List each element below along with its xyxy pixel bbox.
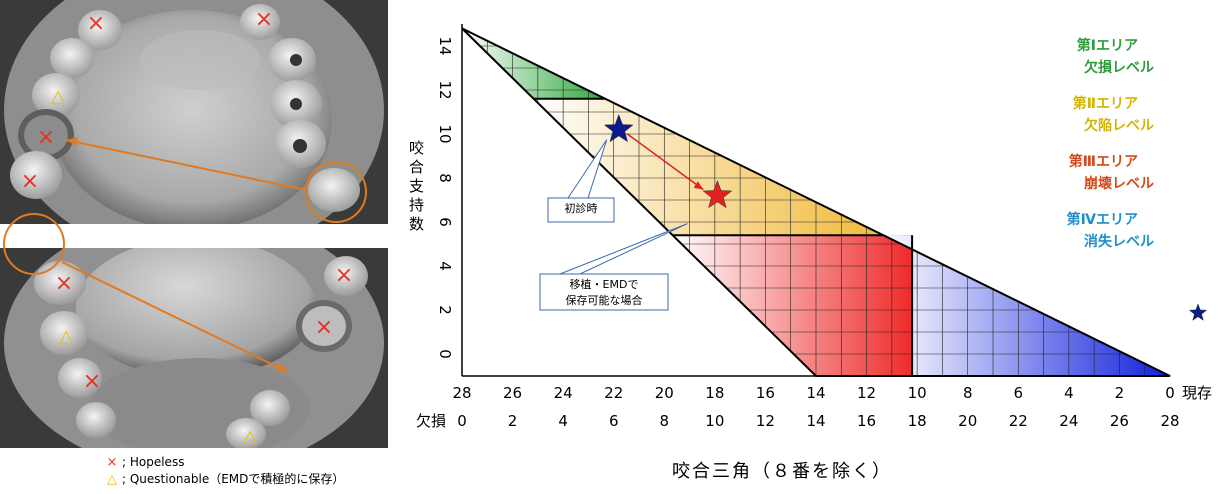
initial-visit-callout-box bbox=[547, 197, 615, 223]
transplant-emd-callout-text: 保存可能な場合 bbox=[566, 293, 643, 307]
legend-hopeless: × ; Hopeless bbox=[104, 454, 344, 471]
area-legend-name: 第Ⅳエリア bbox=[1067, 211, 1138, 228]
hopeless-mark: × bbox=[55, 271, 73, 296]
lower-jaw-photo: × × △ × × △ bbox=[0, 248, 388, 448]
hopeless-mark: × bbox=[315, 315, 333, 340]
callout-circle bbox=[3, 213, 65, 275]
x-tick-label: 4 bbox=[558, 412, 568, 430]
y-axis-label: 咬合支持数 bbox=[407, 139, 425, 235]
y-tick-label: 0 bbox=[436, 349, 454, 359]
x-tick-label: 20 bbox=[655, 384, 674, 402]
initial-visit-point bbox=[603, 113, 634, 143]
x-tick-label: 22 bbox=[604, 384, 623, 402]
x-tick-label: 2 bbox=[1115, 384, 1125, 402]
hopeless-mark: × bbox=[255, 7, 273, 32]
area-legend-level: 欠陥レベル bbox=[1084, 117, 1154, 134]
x-tick-label: 18 bbox=[705, 384, 724, 402]
transition-arrow bbox=[626, 132, 704, 191]
svg-text:△: △ bbox=[51, 86, 65, 107]
area-legend-name: 第Ⅰエリア bbox=[1077, 37, 1138, 54]
svg-text:×: × bbox=[55, 271, 73, 296]
x-tick-label: 16 bbox=[756, 384, 775, 402]
x-tick-label: 14 bbox=[806, 412, 825, 430]
svg-text:×: × bbox=[87, 11, 105, 36]
hopeless-mark: × bbox=[21, 169, 39, 194]
transplant-emd-callout-pointer bbox=[559, 223, 688, 275]
legend-questionable-text: ; Questionable（EMDで積極的に保存） bbox=[122, 472, 345, 486]
x-tick-label: 10 bbox=[908, 384, 927, 402]
x-tick-label: 0 bbox=[1165, 384, 1175, 402]
area-legend-level: 崩壊レベル bbox=[1084, 175, 1154, 192]
area-3 bbox=[672, 235, 913, 376]
area-legend-level: 欠損レベル bbox=[1084, 59, 1154, 76]
x-tick-label: 28 bbox=[1160, 412, 1179, 430]
x-bottom-axis-label: 欠損 bbox=[416, 412, 446, 430]
hopeless-mark: × bbox=[37, 125, 55, 150]
figure-caption: 咬合三角（８番を除く） bbox=[672, 461, 892, 482]
questionable-mark: △ bbox=[51, 86, 65, 107]
area-legend-name: 第Ⅲエリア bbox=[1069, 153, 1138, 170]
x-tick-label: 12 bbox=[756, 412, 775, 430]
svg-text:×: × bbox=[83, 369, 101, 394]
hopeless-mark: × bbox=[87, 11, 105, 36]
x-top-axis-label: 現存 bbox=[1182, 384, 1212, 402]
x-tick-label: 10 bbox=[705, 412, 724, 430]
area-legend-level: 消失レベル bbox=[1084, 233, 1154, 250]
svg-text:×: × bbox=[255, 7, 273, 32]
y-tick-label: 6 bbox=[436, 217, 454, 227]
x-tick-label: 24 bbox=[554, 384, 573, 402]
svg-text:△: △ bbox=[243, 426, 257, 447]
svg-text:△: △ bbox=[59, 326, 73, 347]
x-tick-label: 20 bbox=[958, 412, 977, 430]
y-tick-label: 12 bbox=[436, 80, 454, 99]
hopeless-icon: × bbox=[106, 455, 118, 470]
x-tick-label: 28 bbox=[452, 384, 471, 402]
initial-visit-callout-text: 初診時 bbox=[565, 201, 598, 215]
svg-text:×: × bbox=[335, 263, 353, 288]
x-tick-label: 26 bbox=[503, 384, 522, 402]
y-tick-label: 10 bbox=[436, 124, 454, 143]
x-tick-label: 8 bbox=[963, 384, 973, 402]
x-tick-label: 6 bbox=[609, 412, 619, 430]
questionable-icon: △ bbox=[107, 472, 117, 487]
x-tick-label: 2 bbox=[508, 412, 518, 430]
x-tick-label: 16 bbox=[857, 412, 876, 430]
x-tick-label: 24 bbox=[1059, 412, 1078, 430]
hopeless-mark: × bbox=[335, 263, 353, 288]
x-tick-label: 12 bbox=[857, 384, 876, 402]
area-legend-name: 第Ⅱエリア bbox=[1073, 95, 1138, 112]
x-tick-label: 26 bbox=[1110, 412, 1129, 430]
x-tick-label: 22 bbox=[1009, 412, 1028, 430]
legend-hopeless-text: ; Hopeless bbox=[122, 455, 185, 469]
upper-jaw-image: × × △ × × bbox=[0, 0, 388, 224]
svg-text:×: × bbox=[315, 315, 333, 340]
upper-jaw-photo: × × △ × × bbox=[0, 0, 388, 224]
x-tick-label: 14 bbox=[806, 384, 825, 402]
legend: × ; Hopeless △ ; Questionable（EMDで積極的に保存… bbox=[104, 454, 345, 488]
arrow-head bbox=[693, 181, 704, 190]
current-marker bbox=[1188, 303, 1208, 321]
legend-questionable: △ ; Questionable（EMDで積極的に保存） bbox=[104, 471, 344, 488]
x-tick-label: 18 bbox=[908, 412, 927, 430]
y-tick-label: 2 bbox=[436, 305, 454, 315]
hopeless-mark: × bbox=[83, 369, 101, 394]
transplant-emd-callout-text: 移植・EMDで bbox=[570, 277, 639, 291]
svg-text:×: × bbox=[21, 169, 39, 194]
transplant-emd-point bbox=[702, 179, 733, 209]
lower-jaw-image: × × △ × × △ bbox=[0, 248, 388, 448]
x-tick-label: 6 bbox=[1014, 384, 1024, 402]
y-tick-label: 14 bbox=[436, 36, 454, 55]
questionable-mark: △ bbox=[243, 426, 257, 447]
transplant-emd-callout-box bbox=[539, 273, 669, 311]
y-tick-label: 4 bbox=[436, 261, 454, 271]
y-tick-label: 8 bbox=[436, 173, 454, 183]
questionable-mark: △ bbox=[59, 326, 73, 347]
x-tick-label: 8 bbox=[660, 412, 670, 430]
x-tick-label: 0 bbox=[457, 412, 467, 430]
x-tick-label: 4 bbox=[1064, 384, 1074, 402]
svg-text:×: × bbox=[37, 125, 55, 150]
